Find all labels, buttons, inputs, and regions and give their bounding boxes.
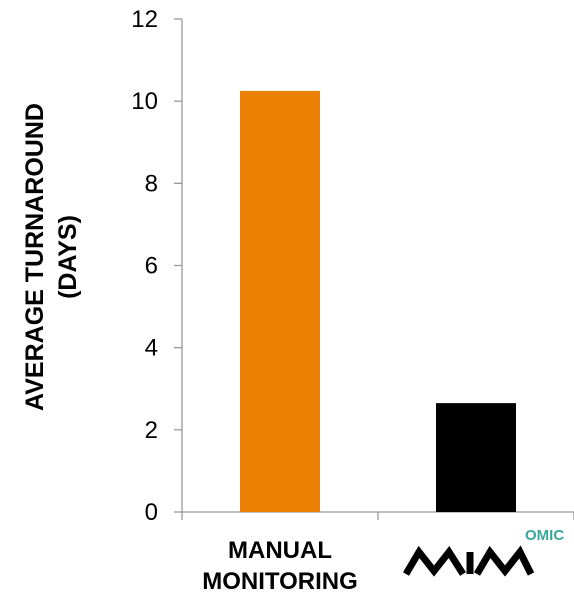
category-label-manual-line-1: MANUAL xyxy=(228,537,332,564)
category-label-manual-line-2: MONITORING xyxy=(202,568,358,594)
mimomic-logo-omic: OMIC xyxy=(525,527,564,544)
y-tick-label: 12 xyxy=(131,6,158,33)
y-tick-label: 2 xyxy=(145,417,158,444)
x-axis xyxy=(181,511,574,520)
y-tick-label: 6 xyxy=(145,253,158,280)
y-tick-label: 4 xyxy=(145,335,158,362)
y-axis-label-line-2: (DAYS) xyxy=(54,215,82,299)
mimomic-logo-mark xyxy=(402,545,535,577)
y-axis-label-line-1: AVERAGE TURNAROUND xyxy=(21,103,49,411)
y-tick-label: 10 xyxy=(131,88,158,115)
y-axis: 0 2 4 6 8 10 12 xyxy=(131,6,183,526)
mimomic-logo: OMIC xyxy=(402,527,564,577)
bar-manual-monitoring xyxy=(240,90,320,512)
y-tick-label: 0 xyxy=(145,499,158,526)
category-labels: MANUAL MONITORING xyxy=(202,537,358,594)
bar-mimomic xyxy=(436,403,516,512)
bars xyxy=(240,90,516,512)
y-tick-label: 8 xyxy=(145,170,158,197)
y-axis-label: AVERAGE TURNAROUND (DAYS) xyxy=(21,103,82,411)
